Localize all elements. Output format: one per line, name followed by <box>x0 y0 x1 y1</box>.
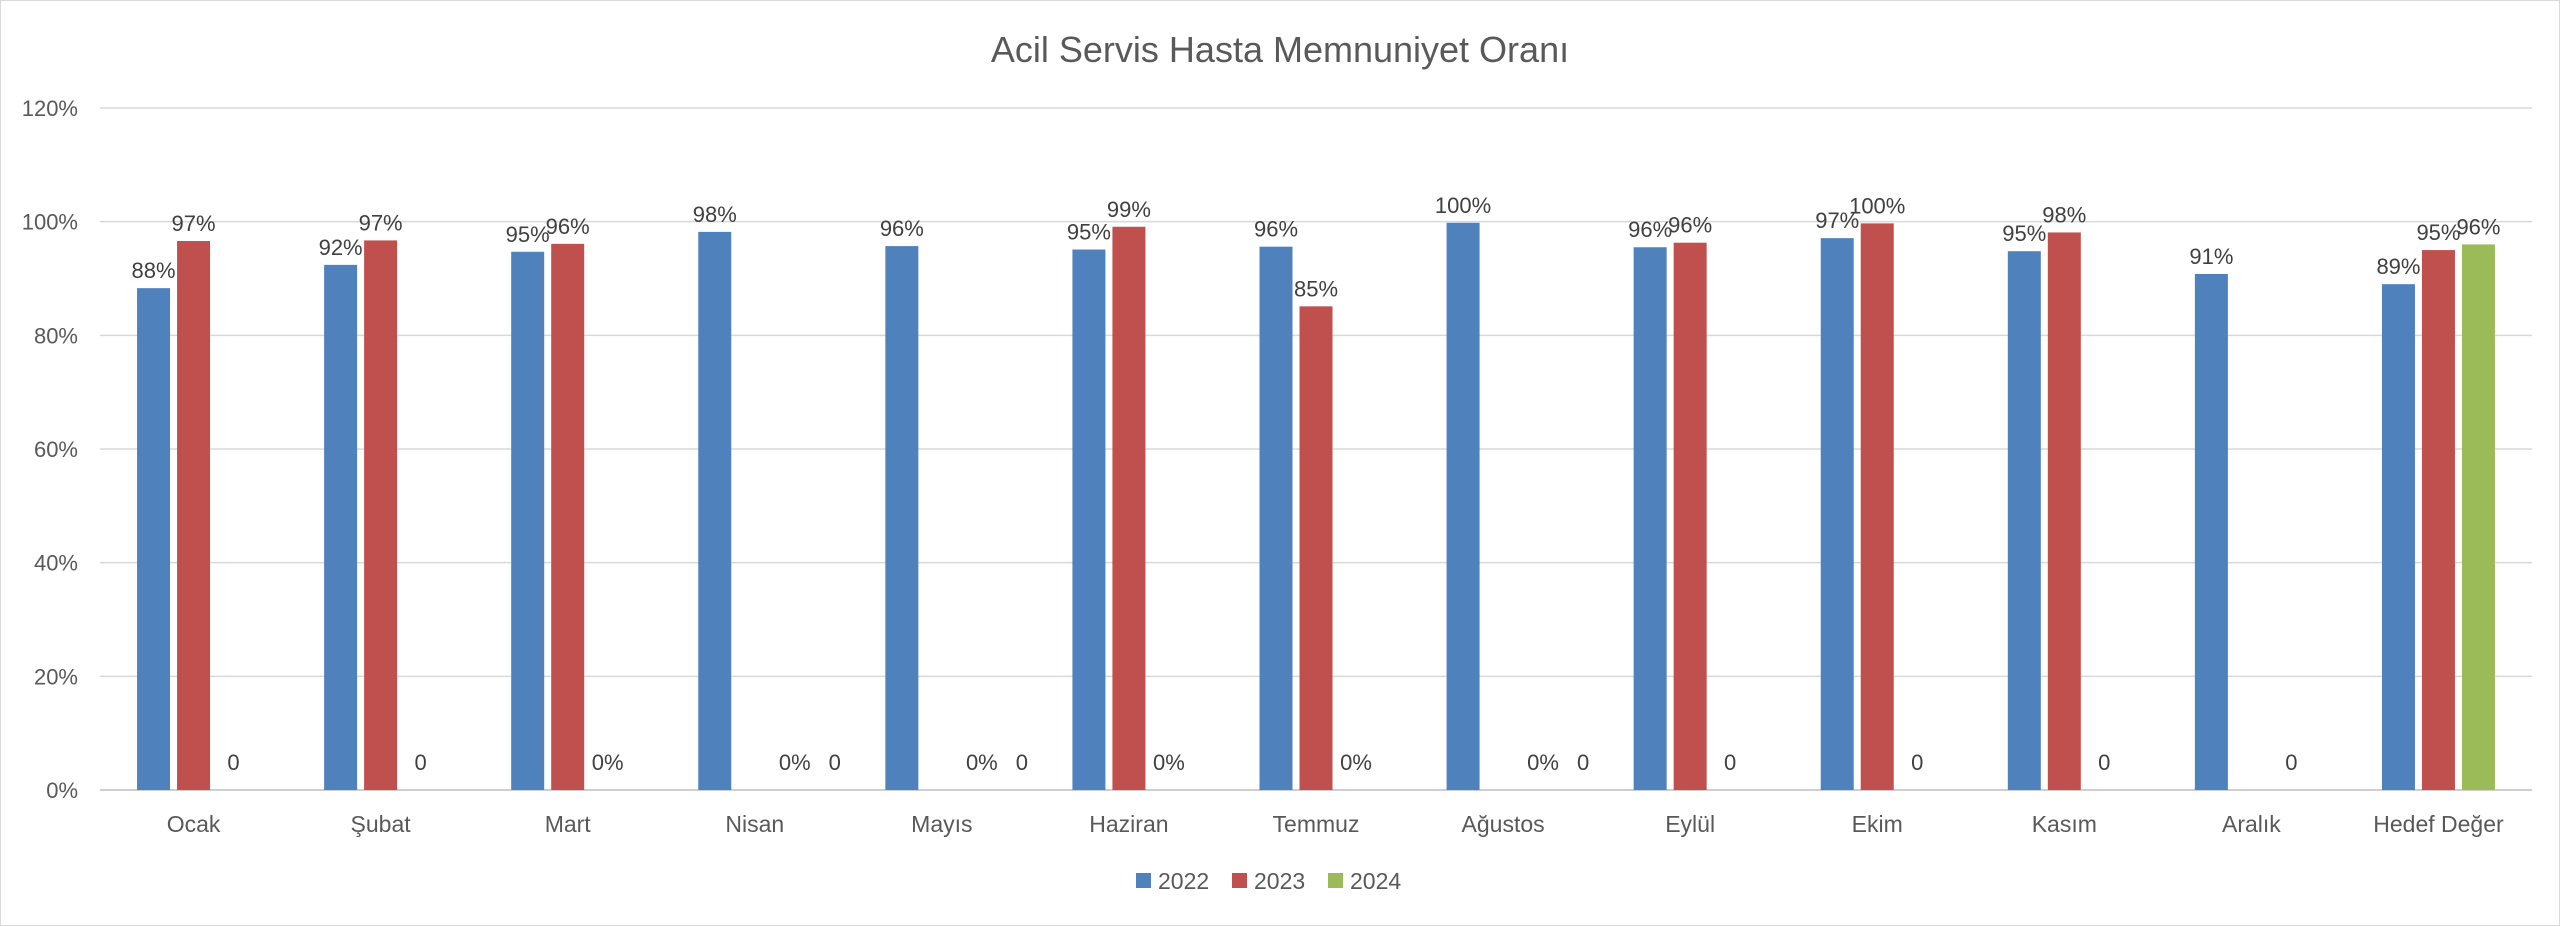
bar-2022-Nisan <box>698 231 732 790</box>
data-label: 97% <box>359 210 403 235</box>
data-label: 0 <box>1724 750 1736 775</box>
data-label: 0% <box>779 750 811 775</box>
data-label: 97% <box>1815 208 1859 233</box>
x-tick-label: Aralık <box>2222 811 2281 837</box>
legend-swatch-2022 <box>1136 873 1151 888</box>
data-label: 0 <box>2098 750 2110 775</box>
legend-swatch-2024 <box>1328 873 1343 888</box>
data-label: 0 <box>829 750 841 775</box>
data-label: 100% <box>1849 193 1905 218</box>
bar-2023-Haziran <box>1112 226 1146 790</box>
data-label: 95% <box>2416 220 2460 245</box>
x-tick-label: Ağustos <box>1462 811 1545 837</box>
data-label: 99% <box>1107 197 1151 222</box>
bar-2023-Eylül <box>1673 242 1707 790</box>
data-label: 85% <box>1294 276 1338 301</box>
data-label: 0% <box>592 750 624 775</box>
y-tick-label: 0% <box>46 778 78 803</box>
bar-2024-Hedef Değer <box>2461 244 2495 790</box>
legend: 2022 2023 2024 <box>1136 868 1401 894</box>
data-label: 0% <box>1340 750 1372 775</box>
x-tick-label: Şubat <box>351 811 412 837</box>
data-label: 0% <box>1153 750 1185 775</box>
x-tick-label: Eylül <box>1665 811 1715 837</box>
x-tick-label: Kasım <box>2032 811 2097 837</box>
bar-layer <box>137 222 2495 791</box>
y-tick-label: 40% <box>34 551 78 576</box>
x-tick-label: Mart <box>545 811 592 837</box>
data-label: 0 <box>414 750 426 775</box>
bar-2023-Hedef Değer <box>2421 250 2455 791</box>
data-label: 0 <box>1016 750 1028 775</box>
data-label: 0% <box>966 750 998 775</box>
y-tick-label: 120% <box>22 96 78 121</box>
data-label: 0% <box>1527 750 1559 775</box>
y-tick-label: 60% <box>34 437 78 462</box>
bar-2022-Aralık <box>2194 273 2228 790</box>
data-label: 89% <box>2376 254 2420 279</box>
label-layer: 88%92%95%98%96% 95% 96%100%96% 97%95%91% 89%… <box>132 193 2501 775</box>
data-label: 95% <box>1067 220 1111 245</box>
x-tick-label: Nisan <box>725 811 784 837</box>
axis-layer: 0% 20% 40% 60% 80% 100% 120% Ocak Şubat Mart Nisan… <box>22 96 2504 837</box>
data-label: 98% <box>693 202 737 227</box>
data-label: 0 <box>1911 750 1923 775</box>
x-tick-label: Mayıs <box>911 811 972 837</box>
bar-2022-Şubat <box>324 264 358 790</box>
data-label: 96% <box>2456 214 2500 239</box>
data-label: 88% <box>132 258 176 283</box>
legend-label: 2022 <box>1158 868 1209 894</box>
data-label: 98% <box>2042 202 2086 227</box>
legend-label: 2023 <box>1254 868 1305 894</box>
data-label: 95% <box>2002 221 2046 246</box>
data-label: 96% <box>546 214 590 239</box>
data-label: 0 <box>1577 750 1589 775</box>
bar-2022-Ağustos <box>1446 222 1480 790</box>
data-label: 96% <box>880 216 924 241</box>
bar-2022-Haziran <box>1072 249 1106 790</box>
data-label: 96% <box>1668 213 1712 238</box>
data-label: 96% <box>1628 217 1672 242</box>
bar-2023-Temmuz <box>1299 306 1333 790</box>
x-tick-label: Ekim <box>1852 811 1903 837</box>
y-tick-label: 80% <box>34 323 78 348</box>
bar-2022-Mayıs <box>885 246 919 791</box>
y-tick-label: 100% <box>22 210 78 235</box>
data-label: 95% <box>506 222 550 247</box>
data-label: 97% <box>172 211 216 236</box>
x-tick-label: Ocak <box>167 811 221 837</box>
data-label: 0 <box>227 750 239 775</box>
bar-2022-Kasım <box>2007 251 2041 791</box>
bar-2022-Eylül <box>1633 247 1667 790</box>
bar-2023-Kasım <box>2047 232 2081 791</box>
bar-2023-Mart <box>551 243 585 790</box>
bar-2022-Hedef Değer <box>2381 284 2415 790</box>
bar-2023-Ekim <box>1860 223 1894 790</box>
data-label: 0 <box>2285 750 2297 775</box>
data-label: 91% <box>2189 244 2233 269</box>
bar-2022-Ekim <box>1820 238 1854 791</box>
bar-2023-Ocak <box>177 240 211 791</box>
data-label: 100% <box>1435 193 1491 218</box>
chart-title: Acil Servis Hasta Memnuniyet Oranı <box>991 29 1569 70</box>
bar-2022-Temmuz <box>1259 246 1293 790</box>
bar-2023-Şubat <box>364 240 398 791</box>
x-tick-label: Temmuz <box>1273 811 1360 837</box>
data-label: 96% <box>1254 217 1298 242</box>
x-tick-label: Hedef Değer <box>2373 811 2504 837</box>
data-label: 92% <box>319 235 363 260</box>
bar-2022-Mart <box>511 251 545 790</box>
legend-swatch-2023 <box>1232 873 1247 888</box>
y-tick-label: 20% <box>34 664 78 689</box>
bar-2022-Ocak <box>137 288 171 790</box>
x-tick-label: Haziran <box>1089 811 1168 837</box>
legend-label: 2024 <box>1350 868 1401 894</box>
